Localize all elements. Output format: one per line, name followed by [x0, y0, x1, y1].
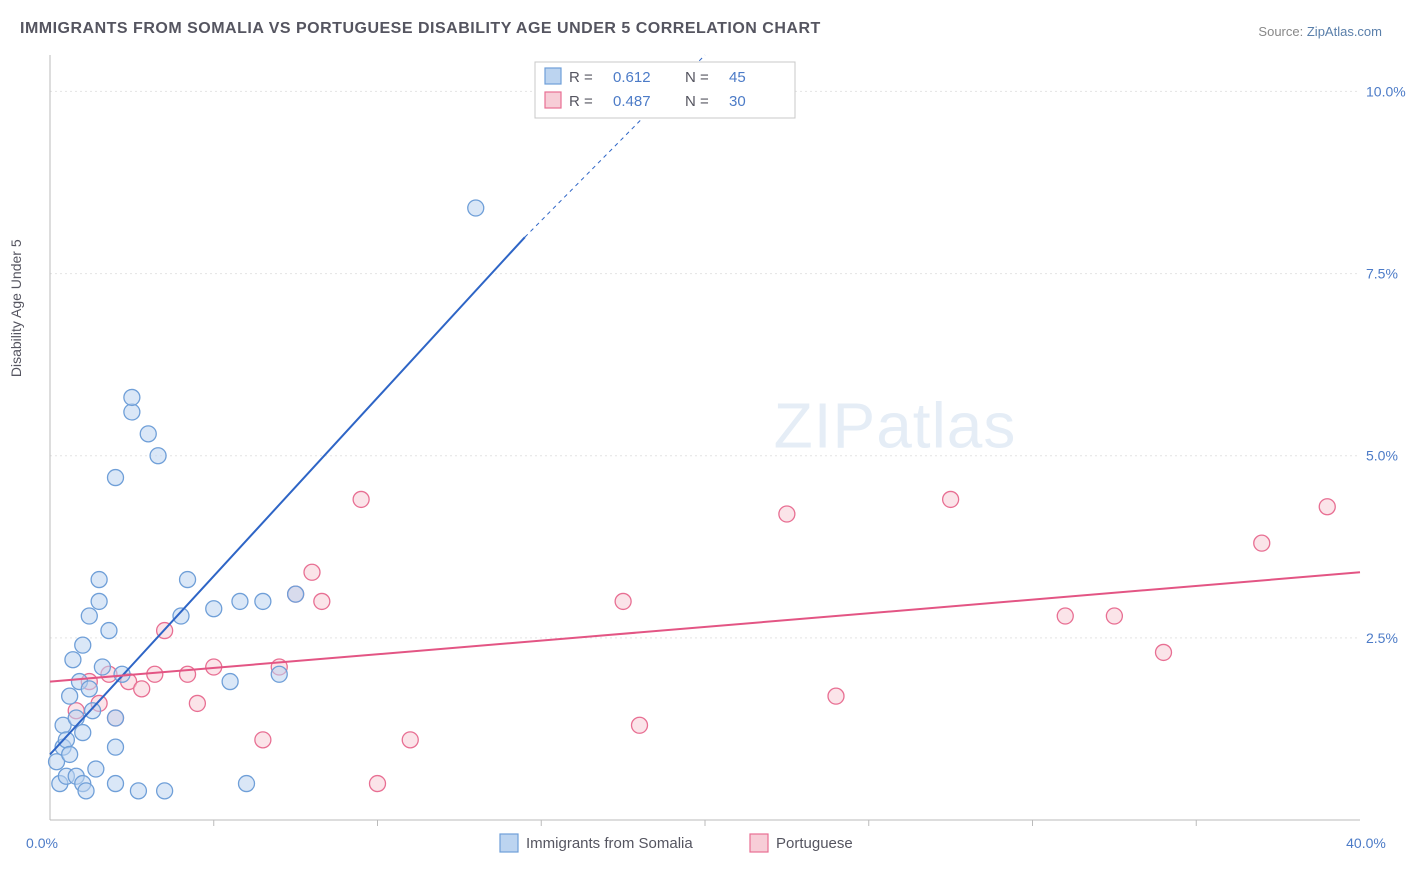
- legend-r-label: R =: [569, 69, 593, 86]
- x-start-label: 0.0%: [26, 835, 58, 851]
- data-point: [150, 448, 166, 464]
- trend-line: [50, 572, 1360, 681]
- data-point: [75, 725, 91, 741]
- data-point: [615, 593, 631, 609]
- data-point: [130, 783, 146, 799]
- data-point: [85, 703, 101, 719]
- data-point: [353, 491, 369, 507]
- data-point: [828, 688, 844, 704]
- data-point: [370, 776, 386, 792]
- legend-swatch: [545, 92, 561, 108]
- data-point: [402, 732, 418, 748]
- watermark: ZIPatlas: [774, 390, 1017, 462]
- chart-title: IMMIGRANTS FROM SOMALIA VS PORTUGUESE DI…: [20, 20, 821, 38]
- bottom-legend-swatch: [750, 834, 768, 852]
- data-point: [101, 623, 117, 639]
- bottom-legend-swatch: [500, 834, 518, 852]
- data-point: [180, 572, 196, 588]
- data-point: [314, 593, 330, 609]
- legend-r-value: 0.487: [613, 93, 651, 110]
- data-point: [68, 710, 84, 726]
- legend-n-value: 30: [729, 93, 746, 110]
- data-point: [304, 564, 320, 580]
- chart-svg: ZIPatlas 2.5% 5.0% 7.5% 10.0% 0.0% 40.0% R = 0.6…: [0, 0, 1406, 892]
- legend-r-value: 0.612: [613, 69, 651, 86]
- data-point: [108, 739, 124, 755]
- data-point: [81, 681, 97, 697]
- data-point: [88, 761, 104, 777]
- data-point: [255, 593, 271, 609]
- data-point: [255, 732, 271, 748]
- data-point: [91, 593, 107, 609]
- source-label: Source:: [1258, 24, 1303, 39]
- data-point: [75, 637, 91, 653]
- data-point: [222, 674, 238, 690]
- data-point: [58, 732, 74, 748]
- data-point: [157, 783, 173, 799]
- data-point: [108, 470, 124, 486]
- data-point: [62, 688, 78, 704]
- data-point: [108, 710, 124, 726]
- data-point: [140, 426, 156, 442]
- legend-r-label: R =: [569, 93, 593, 110]
- y-tick-label: 10.0%: [1366, 83, 1406, 99]
- y-axis-label: Disability Age Under 5: [8, 239, 24, 377]
- data-point: [81, 608, 97, 624]
- data-point: [288, 586, 304, 602]
- correlation-chart: IMMIGRANTS FROM SOMALIA VS PORTUGUESE DI…: [0, 0, 1406, 892]
- data-point: [108, 776, 124, 792]
- data-point: [62, 746, 78, 762]
- source-attribution: Source: ZipAtlas.com: [1258, 24, 1382, 39]
- source-link[interactable]: ZipAtlas.com: [1307, 24, 1382, 39]
- data-point: [189, 695, 205, 711]
- data-point: [1156, 644, 1172, 660]
- y-tick-label: 2.5%: [1366, 630, 1398, 646]
- bottom-legend-label: Immigrants from Somalia: [526, 835, 693, 852]
- data-point: [468, 200, 484, 216]
- data-point: [632, 717, 648, 733]
- data-point: [91, 572, 107, 588]
- data-point: [124, 404, 140, 420]
- data-point: [206, 601, 222, 617]
- data-point: [943, 491, 959, 507]
- data-point: [134, 681, 150, 697]
- bottom-legend-label: Portuguese: [776, 835, 853, 852]
- data-point: [1057, 608, 1073, 624]
- x-end-label: 40.0%: [1346, 835, 1386, 851]
- legend-n-label: N =: [685, 69, 709, 86]
- data-point: [1319, 499, 1335, 515]
- data-point: [1106, 608, 1122, 624]
- data-point: [94, 659, 110, 675]
- y-tick-label: 7.5%: [1366, 266, 1398, 282]
- legend-n-value: 45: [729, 69, 746, 86]
- data-point: [779, 506, 795, 522]
- data-point: [271, 666, 287, 682]
- data-point: [232, 593, 248, 609]
- data-point: [65, 652, 81, 668]
- data-point: [124, 389, 140, 405]
- y-tick-label: 5.0%: [1366, 448, 1398, 464]
- legend-n-label: N =: [685, 93, 709, 110]
- data-point: [1254, 535, 1270, 551]
- legend-swatch: [545, 68, 561, 84]
- data-point: [78, 783, 94, 799]
- data-point: [239, 776, 255, 792]
